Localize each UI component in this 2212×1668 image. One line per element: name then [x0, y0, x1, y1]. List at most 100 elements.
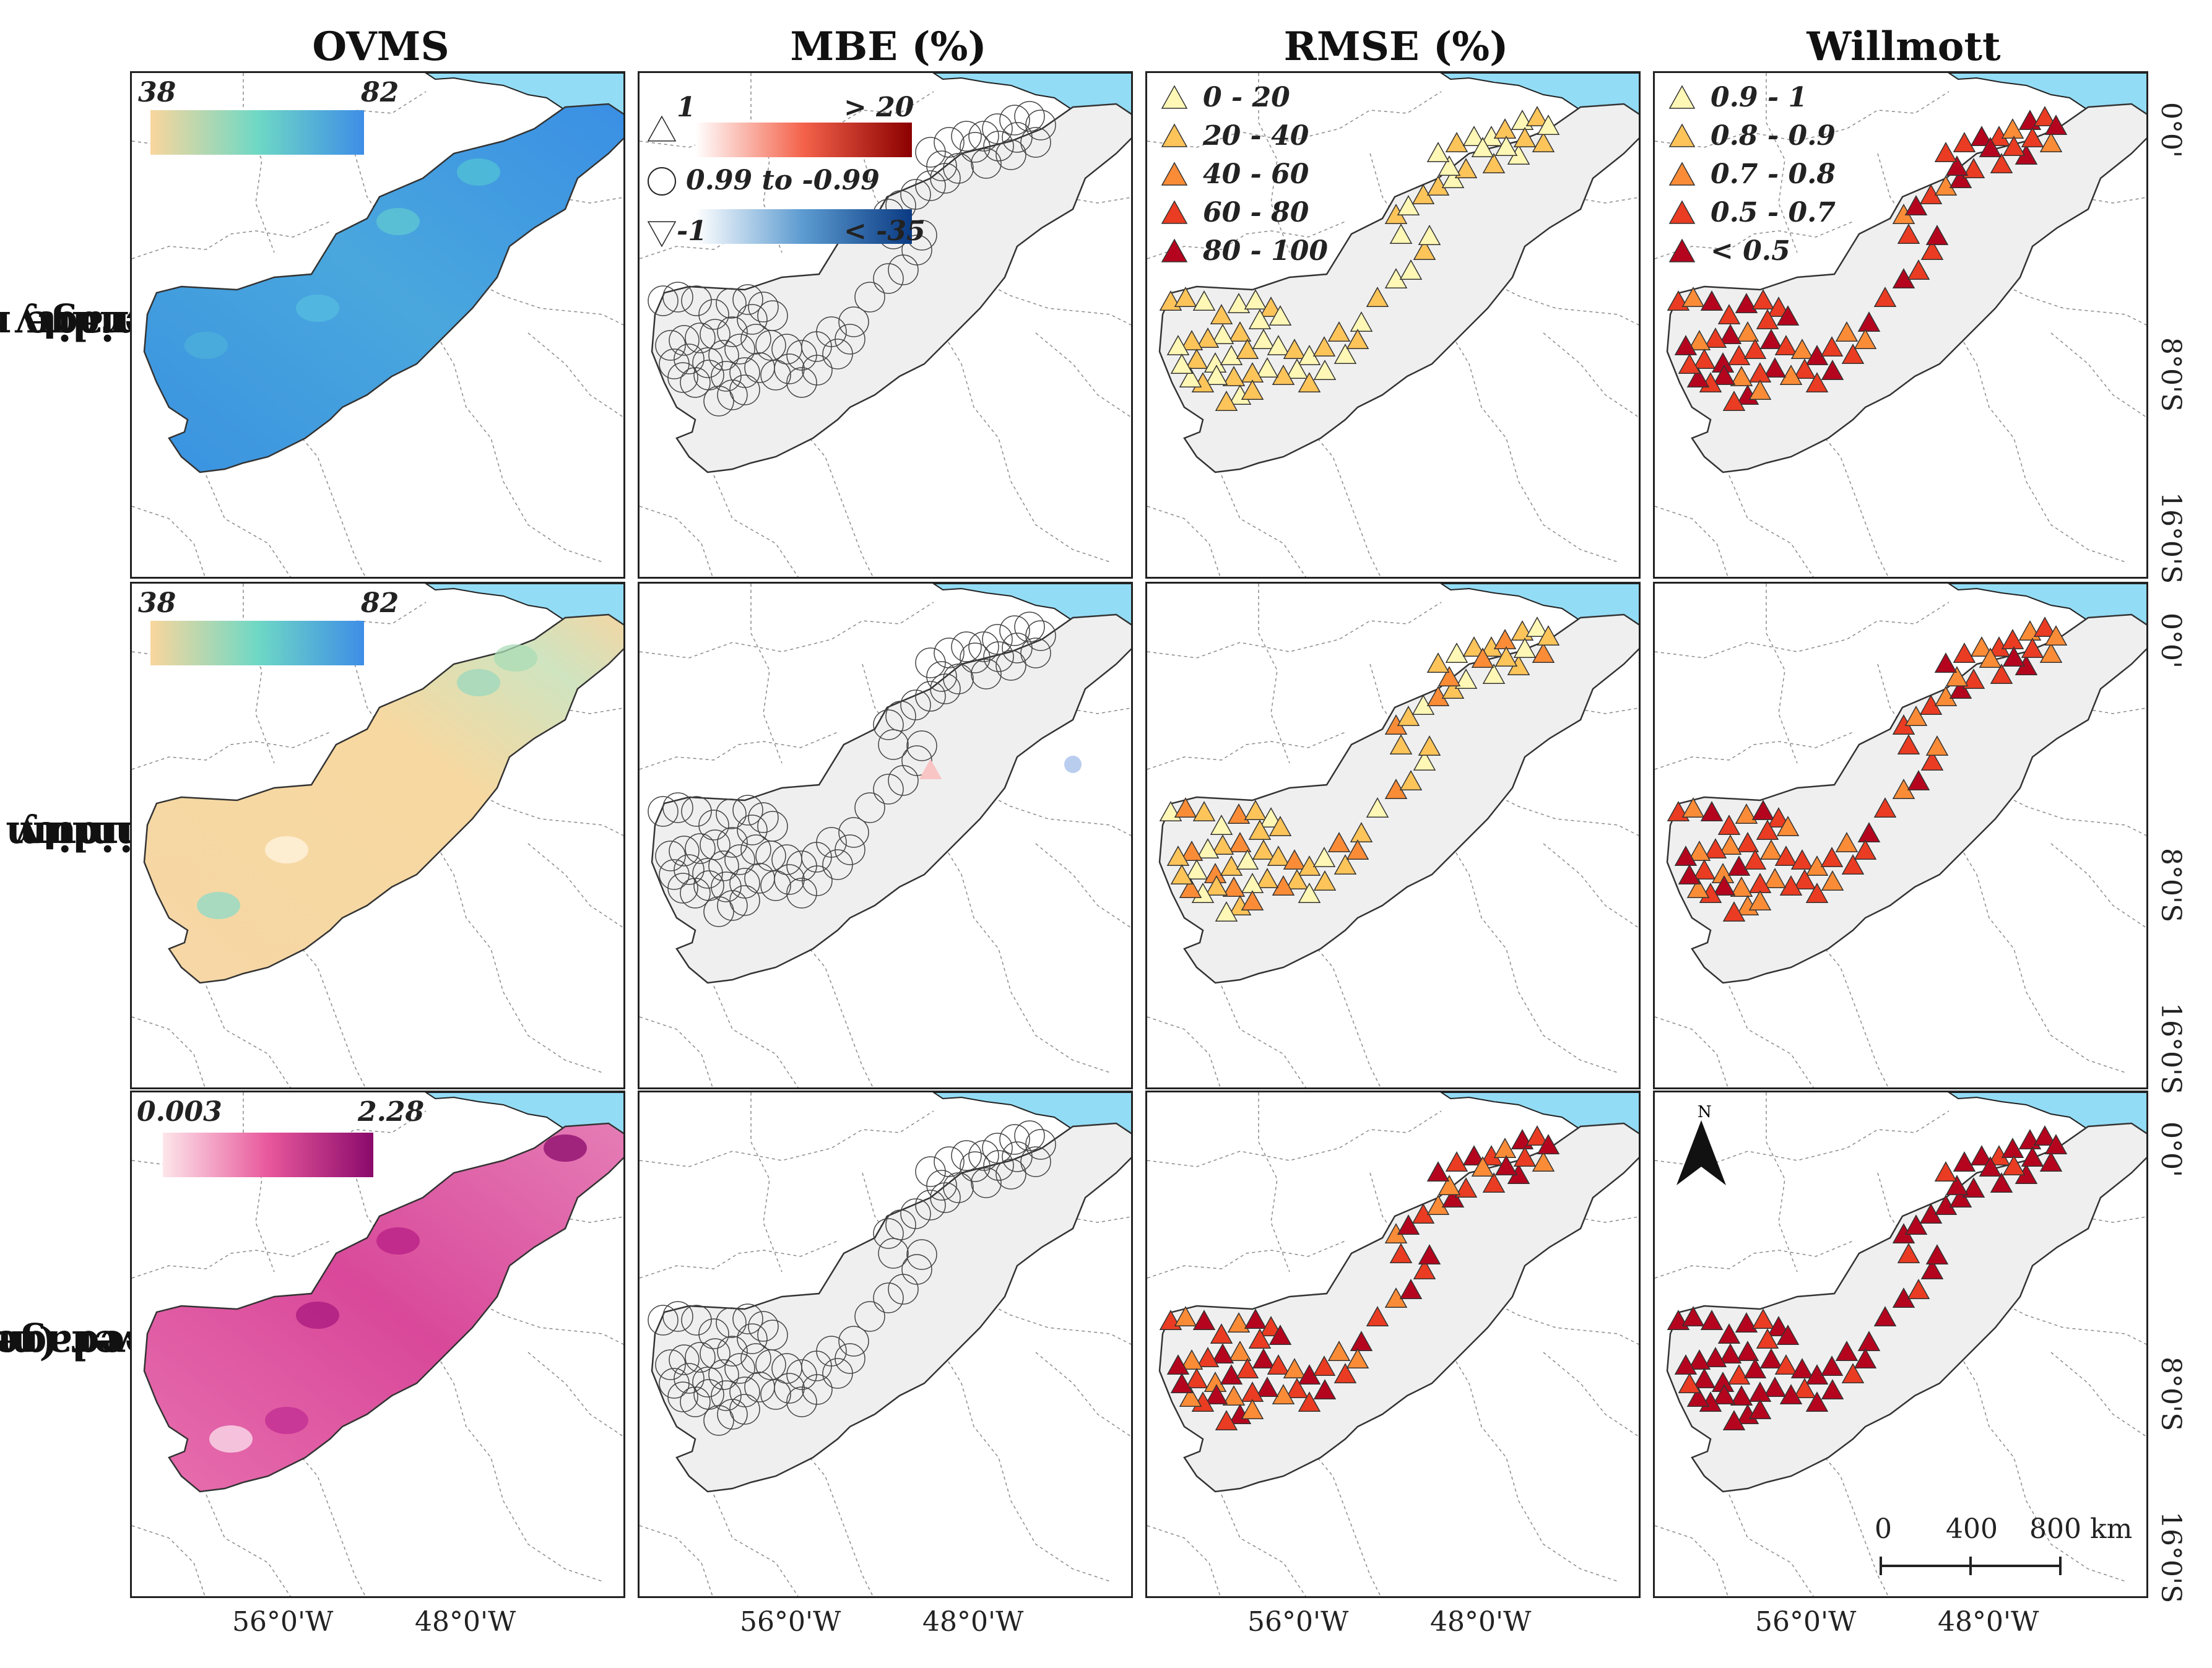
state-border	[1147, 602, 1442, 659]
station-marker-neutral	[685, 322, 716, 353]
station-marker-neutral	[983, 641, 1014, 672]
station-marker-neutral	[926, 661, 957, 692]
station-marker-neutral	[999, 105, 1030, 136]
colorbar-max-label: 2.28	[358, 1096, 425, 1128]
station-marker-neutral	[680, 878, 711, 909]
legend-item: 80 - 100	[1160, 231, 1328, 270]
map-svg	[640, 1092, 1131, 1596]
station-marker	[1688, 330, 1711, 351]
station-marker-neutral	[901, 235, 932, 266]
station-marker	[1241, 890, 1264, 911]
station-marker	[1513, 127, 1537, 148]
mbe-neutral-label: 0.99 to -0.99	[686, 165, 880, 196]
station-marker-neutral	[716, 288, 747, 319]
station-marker	[1248, 1328, 1272, 1349]
station-marker	[1821, 870, 1844, 891]
state-border	[713, 1494, 799, 1596]
interpolated-patch	[544, 1134, 587, 1162]
station-marker	[1678, 864, 1701, 885]
station-marker	[1873, 797, 1897, 818]
station-marker-neutral	[659, 348, 690, 379]
station-marker	[2033, 616, 2057, 637]
colorbar	[150, 621, 364, 665]
station-marker	[1759, 329, 1783, 350]
station-marker-neutral	[900, 179, 931, 210]
map-panel-r1-c1: 38 82	[130, 71, 625, 579]
state-border	[1147, 506, 1221, 577]
interpolated-patch	[457, 669, 500, 696]
colorbar-min-label: 38	[138, 77, 176, 108]
station-marker	[1413, 750, 1436, 771]
station-marker	[1763, 868, 1787, 889]
station-marker	[1494, 136, 1518, 157]
map-panel-r2-c1: 38 82	[130, 582, 625, 1089]
station-marker	[1389, 1243, 1413, 1264]
map-svg	[640, 584, 1131, 1087]
station-marker	[1805, 372, 1829, 393]
station-marker	[1693, 859, 1716, 880]
state-border	[1530, 196, 1639, 222]
station-marker-neutral	[1025, 620, 1056, 651]
latitude-label: 16°0'S	[2155, 1003, 2187, 1095]
station-marker-neutral	[698, 810, 729, 840]
station-marker	[1678, 1373, 1701, 1394]
colorbar	[163, 1133, 373, 1177]
station-marker-neutral	[983, 1150, 1014, 1181]
station-marker	[1712, 1384, 1736, 1405]
station-marker	[1945, 666, 1969, 687]
station-marker	[1722, 901, 1746, 922]
triangle-icon	[1668, 85, 1696, 109]
station-marker	[1704, 838, 1727, 859]
station-marker-neutral	[982, 113, 1013, 144]
longitude-label: 56°0'W	[1247, 1606, 1349, 1638]
station-marker	[1873, 1306, 1897, 1327]
station-marker	[1471, 647, 1494, 668]
station-marker-neutral	[934, 127, 965, 158]
station-marker-neutral	[760, 1379, 791, 1410]
station-marker	[1312, 1355, 1336, 1376]
station-marker	[1283, 849, 1306, 870]
map-panel-r2-c4	[1653, 582, 2148, 1089]
station-marker-neutral	[915, 137, 946, 168]
station-marker	[1256, 868, 1279, 889]
station-marker	[1735, 293, 1758, 314]
mbe-neg-min-label: -1	[677, 215, 707, 247]
station-marker-neutral	[971, 148, 1002, 179]
station-marker	[1298, 883, 1321, 904]
state-border	[1258, 1092, 1290, 1273]
triangle-icon	[1161, 162, 1188, 186]
station-marker	[1462, 636, 1486, 657]
station-marker	[1454, 1177, 1478, 1198]
station-marker	[1269, 816, 1292, 837]
station-marker	[1445, 132, 1468, 153]
station-marker	[1298, 372, 1321, 393]
station-marker-neutral	[744, 352, 775, 383]
station-marker-neutral	[669, 836, 700, 866]
state-border	[1035, 843, 1131, 928]
station-marker-neutral	[760, 360, 791, 391]
triangle-icon	[1161, 123, 1188, 147]
station-marker	[1210, 304, 1233, 325]
legend-item-label: 0.9 - 1	[1711, 81, 1808, 113]
station-marker	[1192, 290, 1216, 311]
triangle-icon	[1668, 162, 1696, 186]
station-marker-neutral	[951, 631, 982, 662]
longitude-label: 48°0'W	[1430, 1606, 1532, 1638]
station-marker-neutral	[854, 1301, 885, 1332]
station-marker-neutral	[1025, 110, 1056, 140]
station-marker-neutral	[655, 330, 686, 361]
station-marker	[1779, 365, 1803, 386]
station-marker	[1346, 839, 1369, 860]
station-marker	[1841, 1363, 1865, 1384]
station-marker-neutral	[680, 367, 711, 398]
station-marker	[1897, 734, 1920, 755]
station-marker-neutral	[1014, 611, 1045, 642]
station-marker	[1970, 636, 1993, 657]
state-border	[206, 985, 291, 1087]
state-border	[640, 1525, 713, 1596]
station-marker-neutral	[901, 1254, 932, 1285]
station-marker	[1790, 849, 1814, 870]
mbe-neg-max-label: < -35	[844, 215, 926, 247]
map-svg	[1655, 584, 2146, 1087]
state-border	[862, 153, 1131, 326]
